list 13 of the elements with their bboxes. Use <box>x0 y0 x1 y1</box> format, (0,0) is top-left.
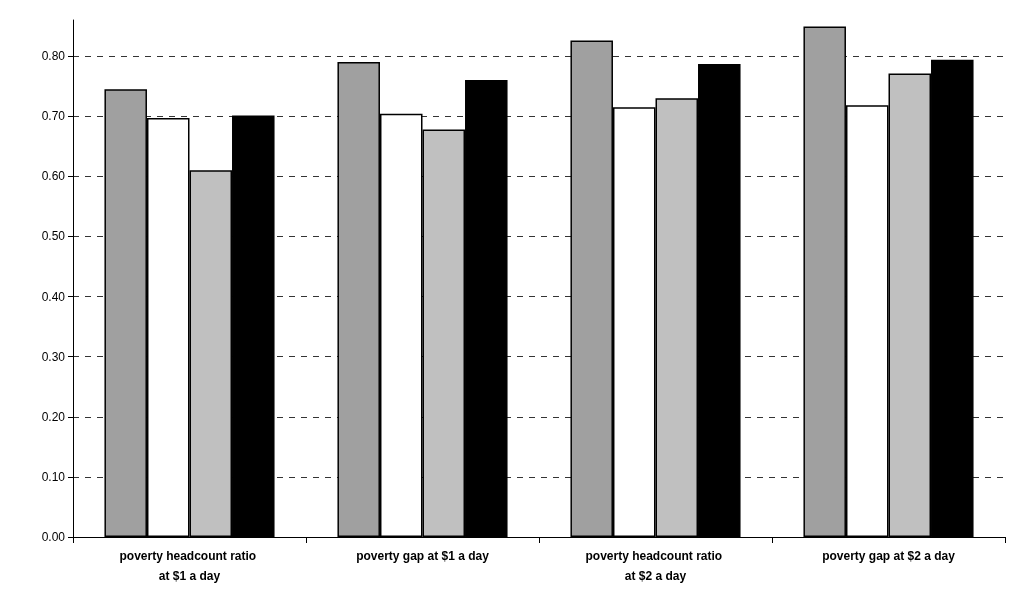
y-tick-label: 0.50 <box>41 229 66 244</box>
y-tick-label: 0.80 <box>41 49 66 64</box>
y-tick-label: 0.00 <box>41 530 66 544</box>
y-tick-label: 0.20 <box>41 409 66 424</box>
x-tick-label: poverty headcount ratio at $2 a day <box>585 549 726 583</box>
y-tick-label: 0.40 <box>41 289 66 304</box>
x-tick-label: poverty headcount ratio at $1 a day <box>119 549 260 583</box>
y-tick-label: 0.10 <box>41 469 66 484</box>
x-tick-label: poverty gap at $1 a day <box>356 549 490 563</box>
x-tick-label: poverty gap at $2 a day <box>822 549 956 563</box>
y-tick-label: 0.70 <box>41 109 66 124</box>
y-tick-label: 0.30 <box>41 349 66 364</box>
y-tick-label: 0.60 <box>41 169 66 184</box>
